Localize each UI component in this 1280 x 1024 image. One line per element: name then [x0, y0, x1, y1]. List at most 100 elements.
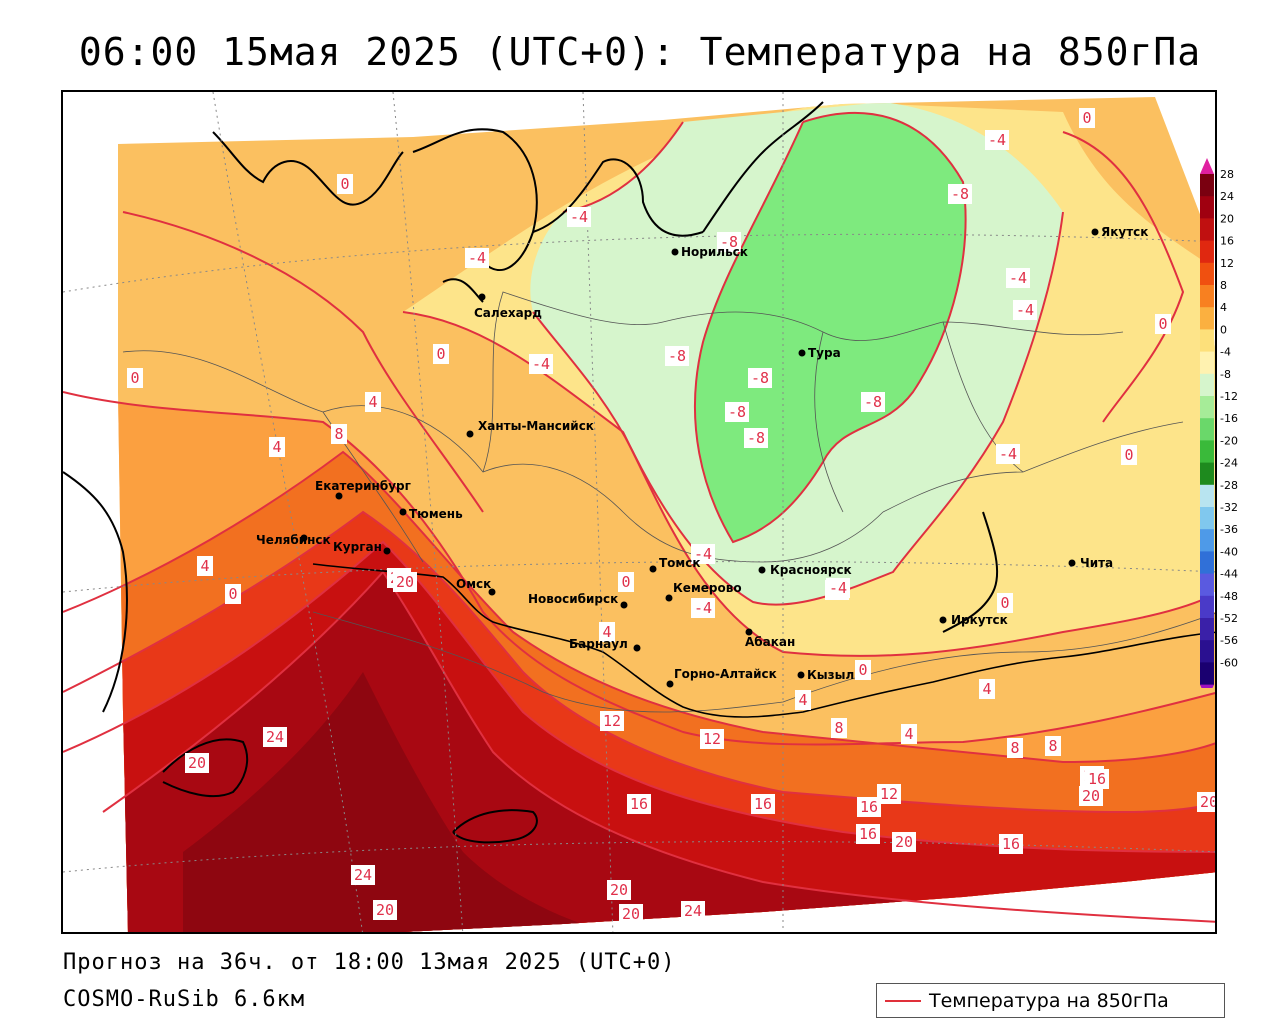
city-label: Якутск — [1101, 225, 1148, 239]
map-legend: Температура на 850гПа — [876, 983, 1225, 1018]
colorbar-tick-label: -4 — [1220, 346, 1231, 359]
isotherm-label-box — [365, 392, 381, 412]
isotherm-label: -8 — [668, 347, 686, 365]
city-label: Екатеринбург — [315, 479, 411, 493]
isotherm-label: 20 — [895, 833, 913, 851]
isotherm-label-box — [618, 572, 634, 592]
colorbar-segment — [1200, 307, 1214, 330]
isotherm-label-box — [1085, 769, 1109, 789]
colorbar-tick-label: -56 — [1220, 634, 1238, 647]
isotherm-label-box — [877, 784, 901, 804]
colorbar-tick-label: -28 — [1220, 479, 1238, 492]
colorbar-segment — [1200, 573, 1214, 597]
city-marker-dot — [488, 588, 496, 596]
isotherm-label-box — [999, 834, 1023, 854]
city-marker-dot — [335, 492, 343, 500]
isotherm-label: -8 — [864, 393, 882, 411]
colorbar-segment — [1200, 196, 1214, 219]
city-marker-dot — [939, 616, 947, 624]
colorbar-segment — [1200, 507, 1214, 530]
isotherm-label-box — [225, 584, 241, 604]
isotherm-label: -8 — [951, 185, 969, 203]
isotherm-label-box — [433, 344, 449, 364]
city-label: Новосибирск — [528, 592, 618, 606]
isotherm-label-box — [748, 368, 772, 388]
colorbar-segment — [1200, 351, 1214, 375]
isotherm-value-labels: 00-4-4-8-8-40-4-40-40-8-8-8-8-4 0448400-4… — [127, 108, 1215, 924]
isotherm-label: 4 — [200, 557, 209, 575]
isotherm-label-box — [691, 598, 715, 618]
city-marker-dot — [383, 547, 391, 555]
isotherm-label-box — [331, 424, 347, 444]
city-label: Горно-Алтайск — [674, 667, 777, 681]
city-marker-dot — [620, 601, 628, 609]
isotherm-label-box — [681, 901, 705, 921]
isotherm-label-box — [856, 824, 880, 844]
city-marker-dot — [399, 508, 407, 516]
isotherm-label: 24 — [354, 866, 372, 884]
colorbar-segment — [1200, 662, 1214, 686]
isotherm-label: 0 — [228, 585, 237, 603]
isotherm-label-box — [700, 729, 724, 749]
city-label: Салехард — [474, 306, 542, 320]
city-label: Кемерово — [673, 581, 742, 595]
city-label: Красноярск — [770, 563, 852, 577]
isotherm-label: 20 — [610, 881, 628, 899]
isotherm-label: 8 — [334, 425, 343, 443]
isotherm-label: 20 — [376, 901, 394, 919]
isotherm-label-box — [529, 354, 553, 374]
colorbar-tick-label: -40 — [1220, 545, 1238, 558]
colorbar-segment — [1200, 418, 1214, 441]
coastlines — [63, 101, 999, 844]
isotherm-label-box — [826, 578, 850, 598]
isotherm-label: -8 — [720, 233, 738, 251]
isotherm-label: 24 — [266, 728, 284, 746]
colorbar-tick-label: -36 — [1220, 523, 1238, 536]
city-label: Челябинск — [256, 533, 331, 547]
isotherm-label: 0 — [130, 369, 139, 387]
city-marker-dot — [797, 671, 805, 679]
isotherm-label-box — [1045, 736, 1061, 756]
isotherm-label: 0 — [436, 345, 445, 363]
colorbar-segment — [1200, 440, 1214, 464]
city-marker-dot — [300, 534, 308, 542]
city-marker-dot — [665, 594, 673, 602]
colorbar-segment — [1200, 285, 1214, 308]
international-border — [312, 563, 1215, 718]
colorbar-segment — [1200, 484, 1214, 508]
isotherm-label: 4 — [798, 691, 807, 709]
isotherm-label: 16 — [1002, 835, 1020, 853]
isotherm-label-box — [393, 572, 417, 592]
isotherm-label-box — [607, 880, 631, 900]
colorbar-bottom-arrow — [1200, 684, 1214, 688]
isotherm-label: 16 — [630, 795, 648, 813]
colorbar-tick-label: 28 — [1220, 168, 1234, 181]
isotherm-label-box — [465, 248, 489, 268]
city-marker-dot — [1091, 228, 1099, 236]
colorbar-tick-label: 20 — [1220, 212, 1234, 225]
isotherm-label-box — [351, 865, 375, 885]
temperature-colorbar: 28 24 20 16 12 8 4 0 -4 -8 -12 -16 -20 -24 -28 -32 -36 -4… — [1200, 158, 1238, 688]
isotherm-label: -4 — [988, 131, 1006, 149]
colorbar-segment — [1200, 329, 1214, 353]
isotherm-label-box — [855, 660, 871, 680]
map-canvas: 00-4-4-8-8-40-4-40-40-8-8-8-8-4 0448400-4… — [63, 92, 1215, 932]
city-label: Норильск — [681, 245, 748, 259]
isotherm-label: 20 — [188, 754, 206, 772]
city-label: Барнаул — [569, 637, 628, 651]
isotherm-label-box — [857, 797, 881, 817]
isotherm-label-box — [1013, 300, 1037, 320]
isotherm-label-box — [985, 130, 1009, 150]
colorbar-tick-label: -32 — [1220, 501, 1238, 514]
isotherm-label: 8 — [1010, 739, 1019, 757]
colorbar-top-arrow — [1200, 158, 1214, 174]
isotherm-label: 0 — [340, 175, 349, 193]
isotherm-label: 24 — [684, 902, 702, 920]
isotherm-label: 16 — [754, 795, 772, 813]
isotherm-label: 0 — [1082, 109, 1091, 127]
isotherm-label-box — [691, 544, 715, 564]
colorbar-segment — [1200, 551, 1214, 575]
colorbar-segment — [1200, 218, 1214, 242]
isotherm-label-box — [373, 900, 397, 920]
colorbar-tick-label: 24 — [1220, 190, 1234, 203]
